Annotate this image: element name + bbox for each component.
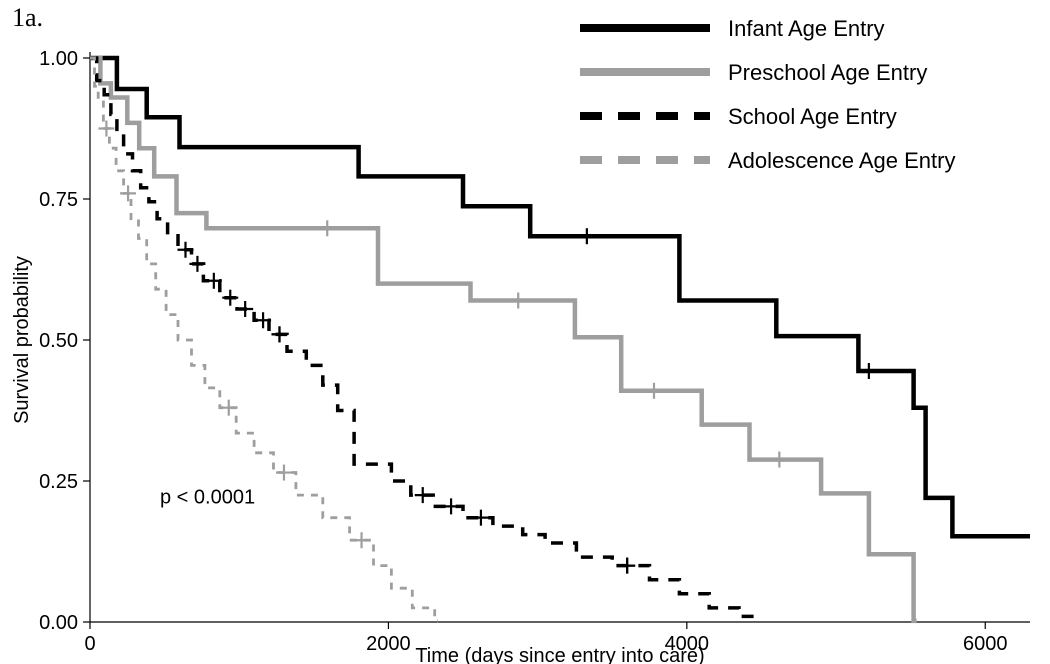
y-axis-title: Survival probability bbox=[11, 256, 33, 424]
legend-label: Adolescence Age Entry bbox=[728, 148, 955, 173]
survival-plot-svg: 1a.0.000.250.500.751.000200040006000Time… bbox=[0, 0, 1050, 664]
plot-bg bbox=[0, 0, 1050, 664]
legend-label: Preschool Age Entry bbox=[728, 60, 927, 85]
legend-label: School Age Entry bbox=[728, 104, 897, 129]
y-tick-label: 0.00 bbox=[39, 612, 78, 634]
x-tick-label: 6000 bbox=[963, 633, 1008, 655]
x-axis-title: Time (days since entry into care) bbox=[415, 645, 704, 664]
y-tick-label: 0.50 bbox=[39, 330, 78, 352]
legend-label: Infant Age Entry bbox=[728, 16, 885, 41]
panel-label: 1a. bbox=[12, 3, 43, 32]
y-tick-label: 1.00 bbox=[39, 48, 78, 70]
p-value-annotation: p < 0.0001 bbox=[160, 487, 255, 509]
y-tick-label: 0.25 bbox=[39, 471, 78, 493]
x-tick-label: 2000 bbox=[366, 633, 411, 655]
y-tick-label: 0.75 bbox=[39, 189, 78, 211]
x-tick-label: 0 bbox=[84, 633, 95, 655]
figure-wrap: 1a.0.000.250.500.751.000200040006000Time… bbox=[0, 0, 1050, 664]
